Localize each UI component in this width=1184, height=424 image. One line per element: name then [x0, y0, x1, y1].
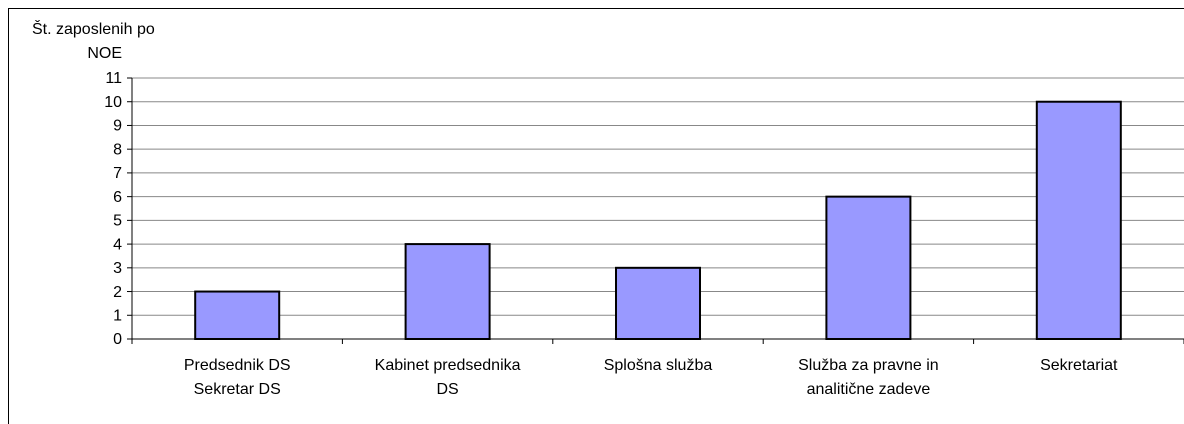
x-tick-label: Splošna služba: [604, 357, 713, 374]
y-axis-label: Št. zaposlenih po: [32, 19, 155, 38]
y-tick-label: 6: [113, 189, 122, 206]
label-line: Sekretar DS: [194, 381, 281, 398]
label-line: Predsednik DS: [184, 357, 291, 374]
y-tick-label: 4: [113, 236, 122, 253]
x-tick-label: Predsednik DS Sekretar DS: [184, 357, 291, 398]
y-tick-label: 11: [105, 70, 122, 87]
label-line: analitične zadeve: [807, 381, 931, 398]
y-tick-label: 7: [113, 165, 122, 182]
bar: [404, 243, 491, 340]
chart-frame: [8, 8, 1184, 424]
y-tick-label: 2: [113, 284, 122, 301]
y-axis-label: NOE: [87, 45, 122, 62]
y-tick-label: 1: [113, 307, 122, 324]
bar: [825, 195, 912, 340]
y-tick-label: 10: [104, 94, 122, 111]
bar: [615, 266, 701, 340]
x-tick-label: Kabinet predsednika DS: [375, 357, 521, 398]
y-tick-label: 0: [113, 331, 122, 348]
y-tick-label: 9: [113, 118, 122, 135]
y-tick-label: 5: [113, 213, 122, 230]
bar: [1035, 100, 1122, 340]
label-line: DS: [436, 381, 458, 398]
y-tick-label: 8: [113, 141, 122, 158]
x-tick-label: Služba za pravne in analitične zadeve: [798, 357, 939, 398]
bar: [194, 290, 281, 340]
x-tick-label: Sekretariat: [1040, 357, 1118, 374]
label-line: Kabinet predsednika: [375, 357, 521, 374]
label-line: Služba za pravne in: [798, 357, 939, 374]
y-tick-label: 3: [113, 260, 122, 277]
